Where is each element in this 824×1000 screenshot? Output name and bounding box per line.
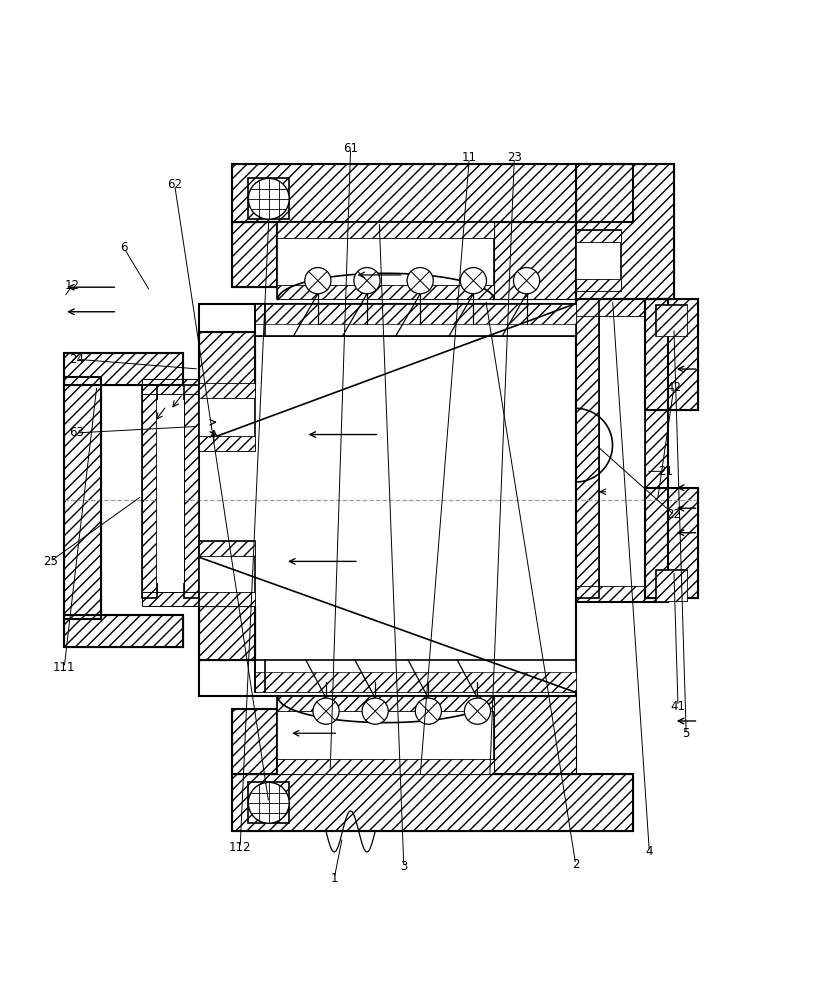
Bar [142,592,199,606]
Bar [199,383,255,398]
Bar [185,385,199,598]
Bar [232,164,633,222]
Bar [157,400,185,583]
Bar [576,299,598,598]
Bar [494,696,576,774]
Bar [277,222,494,299]
Bar [248,782,289,823]
Bar [576,164,674,299]
Circle shape [313,698,339,724]
Bar [199,332,255,385]
Bar [576,299,668,602]
Bar [255,304,576,336]
Bar [64,377,101,619]
Circle shape [362,698,388,724]
Bar [64,615,183,647]
Bar [232,709,277,774]
Bar [645,299,668,598]
Circle shape [407,268,433,294]
Bar [576,586,668,602]
Bar [277,222,494,238]
Bar [255,660,576,692]
Bar [64,615,183,647]
Bar [199,592,255,606]
Polygon shape [255,304,576,336]
Circle shape [465,698,490,724]
Bar [645,299,699,410]
Bar [277,696,494,711]
Text: 62: 62 [167,178,182,191]
Circle shape [248,178,289,219]
Text: 22: 22 [667,508,681,521]
Bar [142,379,199,394]
Bar [232,709,277,774]
Text: 111: 111 [53,661,76,674]
Text: 112: 112 [229,841,251,854]
Bar [277,285,494,299]
Text: 6: 6 [120,241,128,254]
Bar [248,178,289,219]
Circle shape [415,698,442,724]
Bar [656,570,687,601]
Bar [232,222,277,287]
Circle shape [353,268,380,294]
Text: 4: 4 [645,845,653,858]
Bar [656,305,687,336]
Bar [277,696,494,774]
Bar [576,164,674,299]
Bar [199,436,255,451]
Bar [255,304,576,324]
Bar [576,279,620,291]
Circle shape [305,268,331,294]
Bar [199,304,576,696]
Bar [199,606,255,660]
Text: 11: 11 [461,151,477,164]
Bar [64,353,183,385]
Text: 23: 23 [507,151,522,164]
Bar [576,299,598,598]
Text: 25: 25 [43,555,58,568]
Bar [199,606,255,660]
Text: 42: 42 [667,381,681,394]
Bar [232,222,277,287]
Text: 24: 24 [69,353,84,366]
Text: 1: 1 [330,872,338,885]
Bar [645,488,699,598]
Bar [199,332,255,385]
Bar [232,164,633,222]
Text: 61: 61 [343,142,358,155]
Circle shape [513,268,540,294]
Circle shape [461,268,486,294]
Bar [645,488,699,598]
Bar [656,305,687,336]
Bar [185,385,199,598]
Bar [64,353,183,385]
Text: 41: 41 [671,700,686,713]
Text: 21: 21 [658,465,673,478]
Bar [255,672,576,692]
Bar [199,385,255,451]
Bar [576,299,668,316]
Text: 2: 2 [572,858,579,871]
Text: 12: 12 [65,279,80,292]
Bar [656,570,687,601]
Bar [142,385,157,598]
Bar [277,759,494,774]
Bar [199,541,255,606]
Bar [645,299,699,410]
Bar [645,299,668,598]
Bar [232,774,633,831]
Bar [64,377,101,619]
Bar [199,541,255,556]
Text: 63: 63 [69,426,84,439]
Circle shape [248,782,289,823]
Bar [576,230,620,291]
Bar [576,230,620,242]
Bar [142,385,157,598]
Bar [494,222,576,299]
Text: 3: 3 [400,860,408,873]
Bar [232,774,633,831]
Text: 5: 5 [682,727,690,740]
